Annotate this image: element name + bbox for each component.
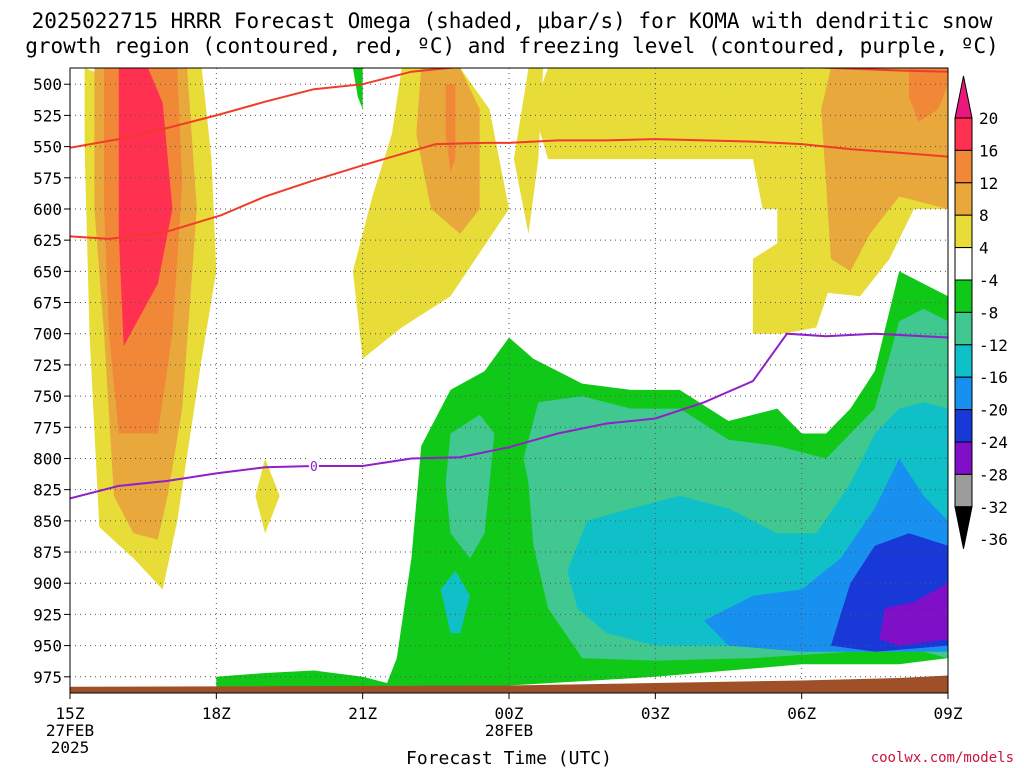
- x-tick-year-0: 2025: [51, 738, 90, 757]
- colorbar-label-3: 8: [979, 206, 989, 225]
- y-tick-label-13: 825: [33, 481, 62, 500]
- y-tick-label-10: 750: [33, 387, 62, 406]
- colorbar-bin-10: [954, 441, 973, 475]
- dendritic-lower-contour: [70, 138, 948, 240]
- x-tick-label-6: 09Z: [934, 704, 963, 723]
- colorbar-label-10: -24: [979, 433, 1008, 452]
- omega-region-11: [752, 221, 831, 334]
- colorbar-label-11: -28: [979, 465, 1008, 484]
- colorbar-bin-1: [954, 149, 973, 184]
- x-tick-label-0: 15Z: [56, 704, 85, 723]
- y-tick-label-5: 625: [33, 231, 62, 250]
- omega-region-12: [821, 68, 948, 272]
- grid: [70, 68, 948, 693]
- y-tick-label-17: 925: [33, 605, 62, 624]
- colorbar-label-0: 20: [979, 109, 998, 128]
- omega-region-21: [879, 583, 948, 646]
- y-tick-label-11: 775: [33, 418, 62, 437]
- freezing-level-label: 0: [310, 460, 318, 475]
- colorbar-bin-11: [954, 473, 973, 508]
- y-tick-label-1: 525: [33, 106, 62, 125]
- y-tick-label-15: 875: [33, 543, 62, 562]
- colorbar-bin-8: [954, 376, 973, 411]
- y-tick-label-16: 900: [33, 574, 62, 593]
- y-axis-ticks: 500 525 550 575 600 625 650 675 700 725 750 775 800 8…: [33, 75, 70, 687]
- colorbar-label-7: -12: [979, 336, 1008, 355]
- y-tick-label-7: 675: [33, 294, 62, 313]
- omega-region-3: [118, 68, 173, 347]
- colorbar-bin-5: [954, 279, 973, 313]
- colorbar-label-6: -8: [979, 303, 998, 322]
- freezing-level-contour: [70, 332, 948, 500]
- dendritic-upper-contour: [70, 68, 948, 149]
- colorbar-bin-7: [954, 344, 973, 378]
- x-tick-label-5: 06Z: [787, 704, 816, 723]
- source-credit: coolwx.com/models: [871, 750, 1014, 766]
- y-tick-label-19: 975: [33, 668, 62, 687]
- y-tick-label-4: 600: [33, 200, 62, 219]
- contours: 0: [70, 68, 948, 500]
- y-tick-label-2: 550: [33, 138, 62, 157]
- omega-region-8: [445, 84, 456, 172]
- terrain-fill: [70, 675, 948, 693]
- colorbar-label-4: 4: [979, 239, 989, 258]
- y-tick-label-18: 950: [33, 637, 62, 656]
- colorbar-bin-6: [954, 311, 973, 346]
- omega-region-4: [255, 458, 280, 534]
- freezing-level-label-bg: [308, 457, 319, 474]
- x-tick-label-2: 21Z: [348, 704, 377, 723]
- omega-region-13: [909, 68, 948, 122]
- colorbar-bin-9: [954, 409, 973, 443]
- chart-title-line-2: growth region (contoured, red, ºC) and f…: [25, 34, 999, 58]
- y-tick-label-0: 500: [33, 75, 62, 94]
- omega-region-15: [445, 414, 495, 559]
- chart-title-line-1: 2025022715 HRRR Forecast Omega (shaded, …: [32, 9, 993, 33]
- colorbar-bin-4: [954, 247, 973, 281]
- y-tick-label-12: 800: [33, 449, 62, 468]
- colorbar-label-2: 12: [979, 174, 998, 193]
- colorbar-bin-0: [954, 117, 973, 151]
- y-tick-label-8: 700: [33, 325, 62, 344]
- colorbar-label-1: 16: [979, 141, 998, 160]
- y-tick-label-9: 725: [33, 356, 62, 375]
- colorbar-label-5: -4: [979, 271, 998, 290]
- terrain: [70, 675, 948, 693]
- colorbar-label-13: -36: [979, 530, 1008, 549]
- x-axis-label: Forecast Time (UTC): [406, 748, 612, 768]
- colorbar: 20 16 12 8 4 -4 -8 -12 -16 -20 -24 -28 -32 -36: [954, 75, 1008, 549]
- y-tick-label-3: 575: [33, 169, 62, 188]
- colorbar-label-9: -20: [979, 401, 1008, 420]
- x-tick-label-4: 03Z: [641, 704, 670, 723]
- x-tick-label-3: 00Z: [495, 704, 524, 723]
- plot-regions: [84, 68, 948, 690]
- x-tick-label-1: 18Z: [202, 704, 231, 723]
- y-tick-label-14: 850: [33, 512, 62, 531]
- colorbar-bottom-arrow: [954, 506, 973, 549]
- x-tick-date-0: 27FEB: [46, 721, 94, 740]
- omega-region-5: [352, 68, 363, 110]
- x-tick-date-3: 28FEB: [485, 721, 533, 740]
- colorbar-bin-3: [954, 214, 973, 249]
- colorbar-bin-2: [954, 182, 973, 216]
- omega-region-18: [440, 570, 470, 634]
- colorbar-label-12: -32: [979, 498, 1008, 517]
- colorbar-label-8: -16: [979, 368, 1008, 387]
- y-tick-label-6: 650: [33, 262, 62, 281]
